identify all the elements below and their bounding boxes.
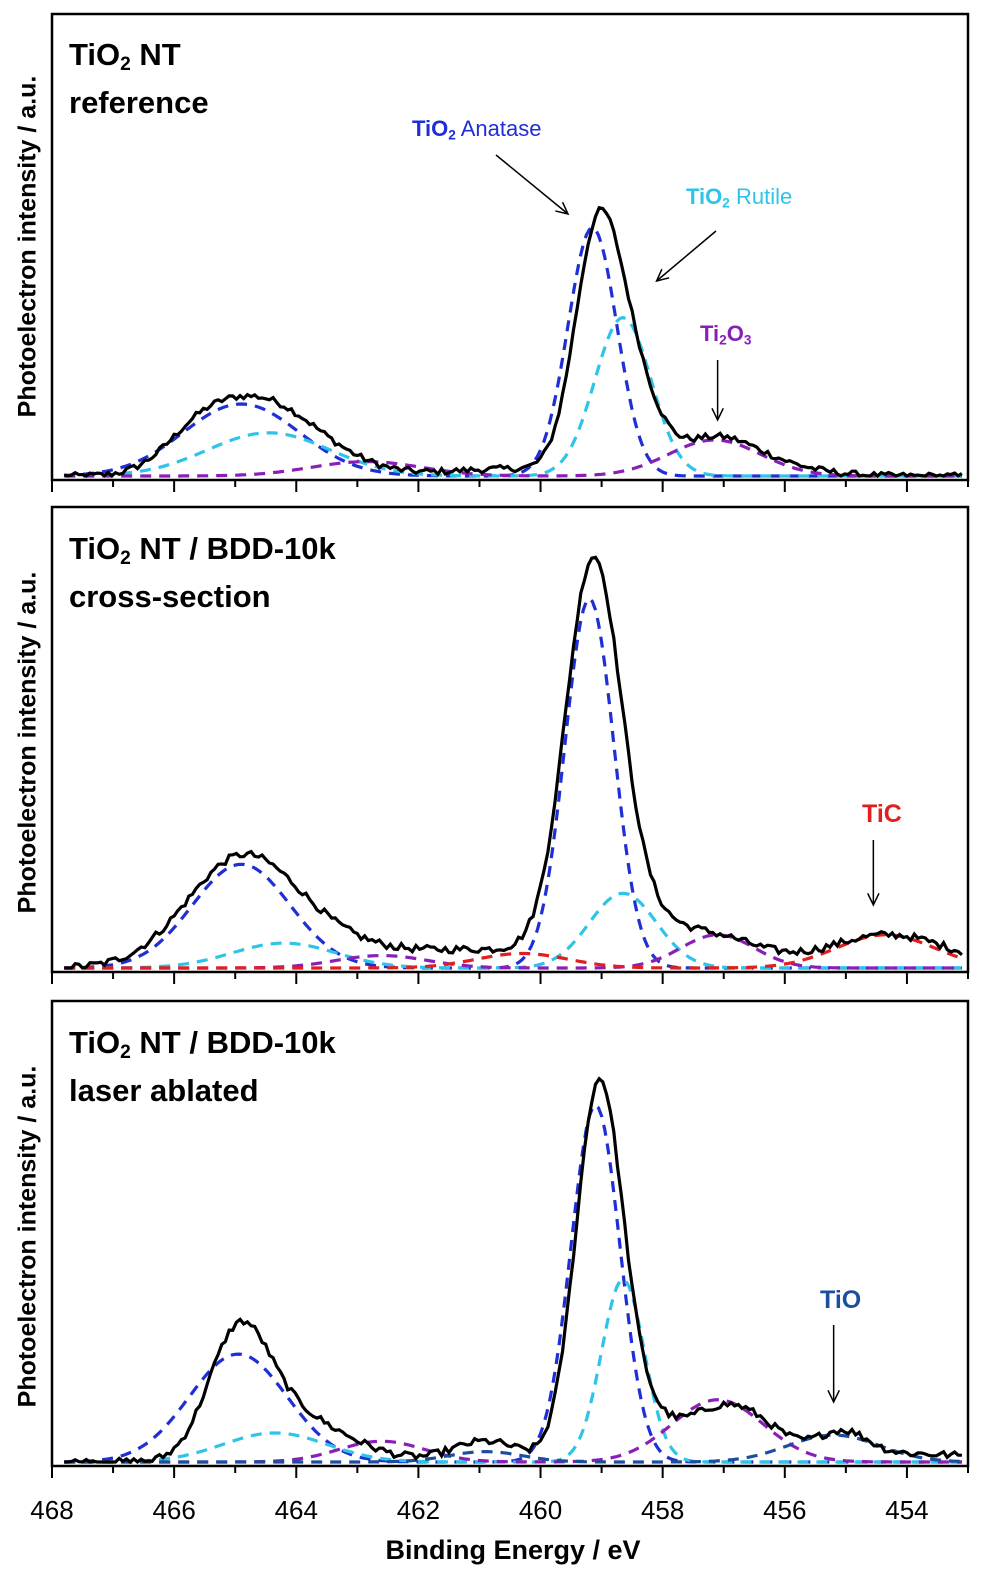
annotation-tic: TiC xyxy=(862,800,902,828)
x-tick-label-456: 456 xyxy=(763,1495,806,1525)
series-p2-tio2-rutile xyxy=(64,891,962,970)
series-p1-measured xyxy=(63,205,963,479)
y-axis-label-3: Photoelectron intensity / a.u. xyxy=(13,1065,42,1408)
x-tick-label-464: 464 xyxy=(275,1495,318,1525)
panel-3-title: TiO2 NT / BDD-10k laser ablated xyxy=(69,1025,336,1108)
annotation-arrowhead-p2-0 xyxy=(867,892,880,907)
series-p1-ti2o3 xyxy=(64,438,962,478)
y-axis-label-2: Photoelectron intensity / a.u. xyxy=(13,571,42,914)
series-p1-tio2-rutile xyxy=(64,315,962,478)
series-p3-tio2-rutile xyxy=(64,1277,962,1464)
annotation-ti2o3: Ti2O3 xyxy=(700,321,752,348)
annotation-arrowhead-p1-1 xyxy=(655,268,670,283)
x-tick-label-460: 460 xyxy=(519,1495,562,1525)
panel-2-title: TiO2 NT / BDD-10k cross-section xyxy=(69,531,336,614)
annotation-anatase: TiO2 Anatase xyxy=(412,116,542,143)
series-p2-tic xyxy=(64,933,963,970)
panel-3-frame xyxy=(50,999,970,1468)
panel-1-title: TiO2 NT reference xyxy=(69,37,209,120)
series-p2-tio2-anatase xyxy=(64,596,962,970)
x-tick-label-468: 468 xyxy=(30,1495,73,1525)
series-p3-measured xyxy=(64,1076,962,1465)
annotation-arrowhead-p1-0 xyxy=(555,201,570,216)
panel-2-frame xyxy=(50,505,970,974)
annotation-arrow-p1-1 xyxy=(656,230,717,282)
x-tick-label-462: 462 xyxy=(397,1495,440,1525)
x-axis-label: Binding Energy / eV xyxy=(385,1535,641,1565)
annotation-arrowhead-p1-2 xyxy=(711,407,724,422)
x-tick-label-458: 458 xyxy=(641,1495,684,1525)
x-tick-label-466: 466 xyxy=(152,1495,195,1525)
annotation-tio: TiO xyxy=(820,1286,862,1314)
series-p2-measured xyxy=(64,555,963,970)
series-p1-tio2-anatase xyxy=(64,225,962,478)
y-axis-label-1: Photoelectron intensity / a.u. xyxy=(13,75,42,418)
panel-1-frame xyxy=(50,12,970,482)
series-p2-ti2o3 xyxy=(64,933,962,970)
x-tick-label-454: 454 xyxy=(885,1495,928,1525)
annotation-arrow-p1-0 xyxy=(495,154,569,215)
series-p3-ti2o3 xyxy=(64,1398,962,1464)
annotation-arrowhead-p3-0 xyxy=(827,1389,840,1404)
annotation-rutile: TiO2 Rutile xyxy=(686,184,793,211)
